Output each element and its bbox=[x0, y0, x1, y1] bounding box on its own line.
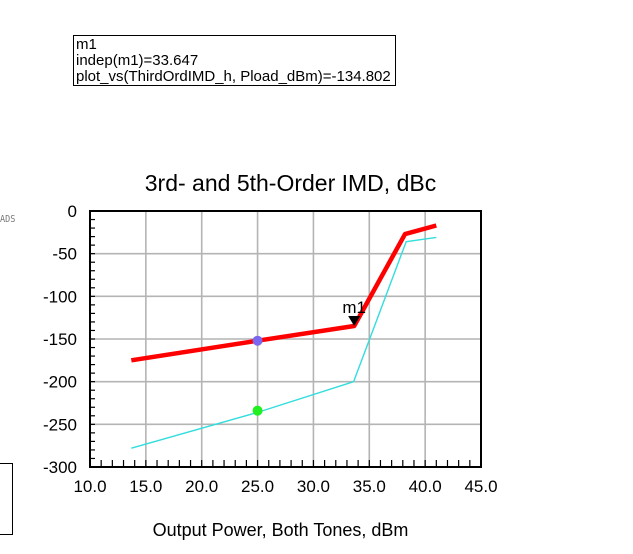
x-tick-label: 20.0 bbox=[185, 477, 218, 496]
x-tick-label: 35.0 bbox=[353, 477, 386, 496]
x-tick-label: 40.0 bbox=[409, 477, 442, 496]
side-frame bbox=[0, 463, 13, 535]
marker-label: m1 bbox=[342, 298, 366, 317]
data-point bbox=[252, 405, 263, 416]
marker-readout-indep: indep(m1)=33.647 bbox=[76, 52, 199, 69]
y-tick-label: -50 bbox=[52, 245, 77, 264]
marker-readout-value: plot_vs(ThirdOrdIMD_h, Pload_dBm)=-134.8… bbox=[76, 68, 391, 85]
marker-readout-box: m1 indep(m1)=33.647 plot_vs(ThirdOrdIMD_… bbox=[73, 35, 396, 86]
x-tick-label: 15.0 bbox=[129, 477, 162, 496]
series-line bbox=[131, 236, 437, 449]
marker-triangle bbox=[348, 316, 361, 327]
marker-readout-name: m1 bbox=[76, 36, 97, 53]
y-tick-label: 0 bbox=[68, 202, 77, 221]
x-tick-label: 30.0 bbox=[297, 477, 330, 496]
y-tick-label: -150 bbox=[43, 330, 77, 349]
x-tick-label: 45.0 bbox=[464, 477, 497, 496]
y-tick-label: -250 bbox=[43, 415, 77, 434]
x-tick-label: 10.0 bbox=[73, 477, 106, 496]
y-tick-label: -100 bbox=[43, 287, 77, 306]
series-line bbox=[130, 223, 437, 363]
chart-title: 3rd- and 5th-Order IMD, dBc bbox=[145, 170, 436, 196]
data-point bbox=[252, 335, 263, 346]
y-tick-label: -200 bbox=[43, 373, 77, 392]
ads-tag: ADS bbox=[0, 214, 16, 225]
x-tick-label: 25.0 bbox=[241, 477, 274, 496]
y-tick-label: -300 bbox=[43, 458, 77, 477]
x-axis-label: Output Power, Both Tones, dBm bbox=[153, 520, 409, 540]
